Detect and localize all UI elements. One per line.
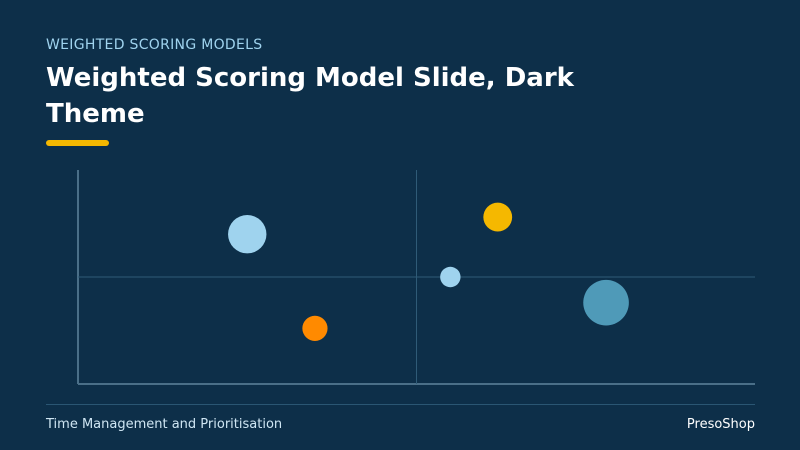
- footer-topic: Time Management and Prioritisation: [46, 417, 283, 432]
- footer-brand: PresoShop: [686, 417, 755, 432]
- bubble-point-1: [228, 215, 267, 254]
- slide-title: Weighted Scoring Model Slide, Dark Theme: [46, 63, 574, 129]
- footer-divider: [46, 404, 755, 405]
- bubble-point-5: [583, 279, 629, 326]
- title-accent-bar: [46, 140, 109, 146]
- bubble-point-4: [483, 202, 513, 232]
- section-eyebrow: WEIGHTED SCORING MODELS: [46, 37, 263, 53]
- bubble-point-3: [440, 266, 461, 288]
- bubble-point-2: [302, 315, 328, 341]
